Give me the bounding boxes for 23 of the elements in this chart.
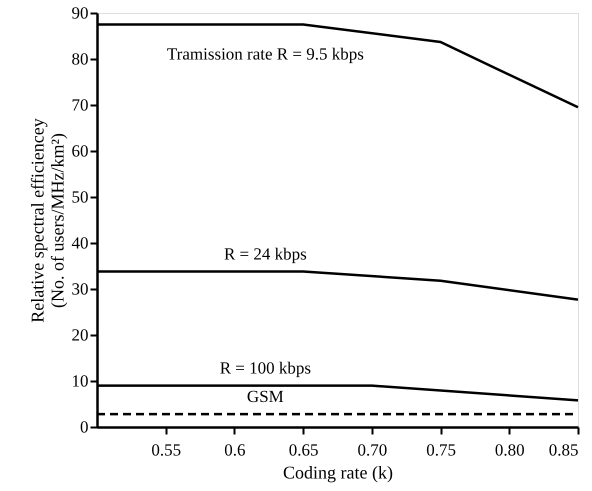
annotation: R = 24 kbps <box>224 244 307 264</box>
x-tick-label: 0.75 <box>426 440 456 460</box>
y-tick-label: 20 <box>72 326 88 344</box>
y-axis-title: Relative spectral efficiencey (No. of users/MHz/km²) <box>28 118 68 323</box>
annotation: R = 100 kbps <box>220 358 311 378</box>
x-tick-label: 0.65 <box>288 440 319 460</box>
y-tick-label: 70 <box>72 96 88 114</box>
x-tick-label: 0.55 <box>151 440 182 460</box>
y-tick-label: 90 <box>72 4 88 22</box>
y-tick-label: 40 <box>72 234 88 252</box>
y-tick-label: 10 <box>72 372 88 390</box>
x-tick-label: 0.70 <box>357 440 388 460</box>
x-tick-label: 0.80 <box>494 440 525 460</box>
y-tick-label: 50 <box>72 188 88 206</box>
y-tick-label: 80 <box>72 50 88 68</box>
annotation: GSM <box>246 387 284 406</box>
y-tick-label: 30 <box>72 280 88 298</box>
x-axis-title: Coding rate (k) <box>283 462 393 482</box>
y-tick-label: 0 <box>80 418 88 436</box>
x-tick-label: 0.6 <box>224 440 246 460</box>
x-tick-label: 0.85 <box>548 440 578 460</box>
annotation: Tramission rate R = 9.5 kbps <box>166 44 364 64</box>
y-tick-label: 60 <box>72 142 88 160</box>
